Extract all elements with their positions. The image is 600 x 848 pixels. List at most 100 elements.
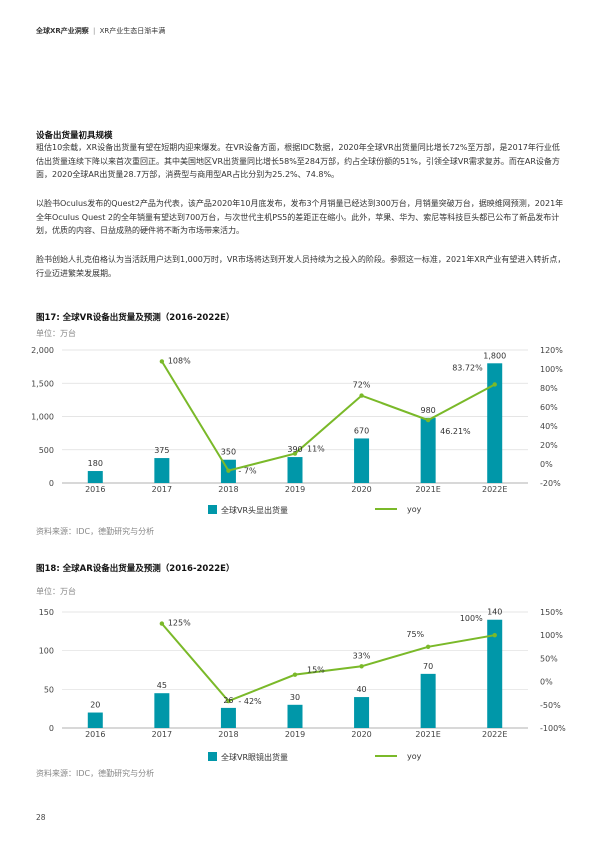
yoy-value-label: 108%: [168, 356, 191, 365]
yoy-value-label: 83.72%: [452, 363, 483, 372]
header-separator: |: [93, 27, 96, 35]
bar: [87, 471, 103, 483]
yoy-value-label: 100%: [460, 614, 483, 623]
bar-value-label: 30: [290, 693, 300, 702]
x-tick-label: 2017: [152, 485, 172, 494]
figure-18-source: 资料来源：IDC，德勤研究与分析: [36, 769, 155, 778]
figure-17-title: 图17: 全球VR设备出货量及预测（2016-2022E）: [36, 313, 235, 323]
y-tick-label: 100: [39, 647, 54, 656]
y2-tick-label: -100%: [540, 724, 566, 733]
yoy-point: [226, 698, 231, 704]
yoy-point: [425, 644, 431, 649]
x-tick-label: 2019: [285, 730, 305, 739]
x-tick-label: 2020: [351, 485, 371, 494]
yoy-point: [492, 633, 497, 638]
x-tick-label: 2016: [85, 485, 105, 494]
y-tick-label: 0: [49, 724, 54, 733]
y2-tick-label: 40%: [540, 422, 558, 431]
bar-value-label: 670: [354, 426, 369, 435]
bar: [220, 707, 236, 728]
bar: [420, 673, 436, 728]
yoy-point: [292, 672, 298, 677]
bar-value-label: 45: [157, 681, 167, 690]
figure-17-unit: 单位：万台: [36, 329, 76, 338]
bar: [354, 438, 370, 483]
yoy-point: [492, 382, 497, 387]
page-number: 28: [36, 813, 46, 822]
y-tick-label: 150: [39, 608, 54, 617]
yoy-value-label: - 42%: [238, 697, 262, 706]
bar-value-label: 40: [356, 685, 366, 694]
y2-tick-label: 0%: [540, 678, 553, 687]
yoy-value-label: 11%: [307, 445, 325, 454]
bar-value-label: 26: [223, 696, 233, 705]
figure-17-source: 资料来源：IDC，德勤研究与分析: [36, 527, 155, 536]
y2-tick-label: 80%: [540, 384, 558, 393]
x-tick-label: 2022E: [482, 730, 507, 739]
header-subtitle: XR产业生态日渐丰满: [99, 27, 166, 35]
legend-bar-swatch: [208, 505, 217, 514]
bar-value-label: 980: [421, 406, 436, 415]
y2-tick-label: 50%: [540, 654, 558, 663]
yoy-value-label: 33%: [353, 651, 371, 660]
y2-tick-label: 20%: [540, 441, 558, 450]
bar: [154, 458, 170, 483]
y-tick-label: 0: [49, 479, 54, 488]
yoy-point: [359, 664, 364, 669]
paragraph-1: 粗估10余载，XR设备出货量有望在短期内迎来爆发。在VR设备方面，根据IDC数据…: [36, 143, 560, 179]
yoy-point: [292, 451, 298, 456]
bar-value-label: 70: [423, 662, 433, 671]
yoy-value-label: 75%: [406, 630, 424, 639]
bar: [487, 363, 503, 483]
bar: [354, 697, 370, 728]
legend-bar-label: 全球VR眼镜出货量: [221, 752, 288, 762]
yoy-value-label: 46.21%: [440, 427, 471, 436]
bar-value-label: 20: [90, 701, 100, 710]
y-tick-label: 50: [44, 685, 54, 694]
paragraph-3: 脸书创始人扎克伯格认为当活跃用户达到1,000万时，VR市场将达到开发人员持续为…: [36, 255, 566, 278]
page-header: 全球XR产业洞察 | XR产业生态日渐丰满: [36, 26, 165, 36]
legend-line-label: yoy: [407, 505, 422, 514]
bar: [287, 457, 303, 483]
x-tick-label: 2017: [152, 730, 172, 739]
yoy-value-label: - 7%: [238, 467, 257, 476]
paragraph-2: 以脸书Oculus发布的Quest2产品为代表，该产品2020年10月底发布，发…: [36, 199, 564, 235]
bar-value-label: 180: [88, 459, 103, 468]
section-title: 设备出货量初具规模: [36, 131, 113, 141]
yoy-value-label: 15%: [307, 666, 325, 675]
bar-value-label: 350: [221, 448, 236, 457]
y2-tick-label: -20%: [540, 479, 561, 488]
x-tick-label: 2019: [285, 485, 305, 494]
yoy-point: [359, 393, 364, 398]
bar: [487, 619, 503, 728]
legend-bar-label: 全球VR头显出货量: [221, 505, 288, 515]
figure-18-title: 图18: 全球AR设备出货量及预测（2016-2022E）: [36, 564, 235, 574]
yoy-point: [226, 468, 231, 473]
x-tick-label: 2021E: [415, 730, 440, 739]
y-tick-label: 2,000: [31, 346, 54, 355]
y2-tick-label: 120%: [540, 346, 563, 355]
y2-tick-label: 100%: [540, 631, 563, 640]
y-tick-label: 1,000: [31, 413, 54, 422]
bar: [287, 704, 303, 728]
yoy-point: [159, 621, 165, 626]
yoy-point: [425, 417, 431, 423]
x-tick-label: 2020: [351, 730, 371, 739]
x-tick-label: 2021E: [415, 485, 440, 494]
header-title: 全球XR产业洞察: [36, 27, 89, 35]
yoy-line: [161, 622, 495, 703]
bar: [154, 693, 170, 728]
y2-tick-label: 150%: [540, 608, 563, 617]
legend-line-label: yoy: [407, 752, 422, 761]
y-tick-label: 1,500: [31, 379, 54, 388]
yoy-line: [161, 360, 496, 472]
yoy-value-label: 72%: [353, 381, 371, 390]
bar: [87, 712, 103, 728]
bar-value-label: 390: [287, 445, 302, 454]
x-tick-label: 2022E: [482, 485, 507, 494]
y2-tick-label: 100%: [540, 365, 563, 374]
figure-18-unit: 单位：万台: [36, 587, 76, 596]
bar: [420, 417, 436, 483]
